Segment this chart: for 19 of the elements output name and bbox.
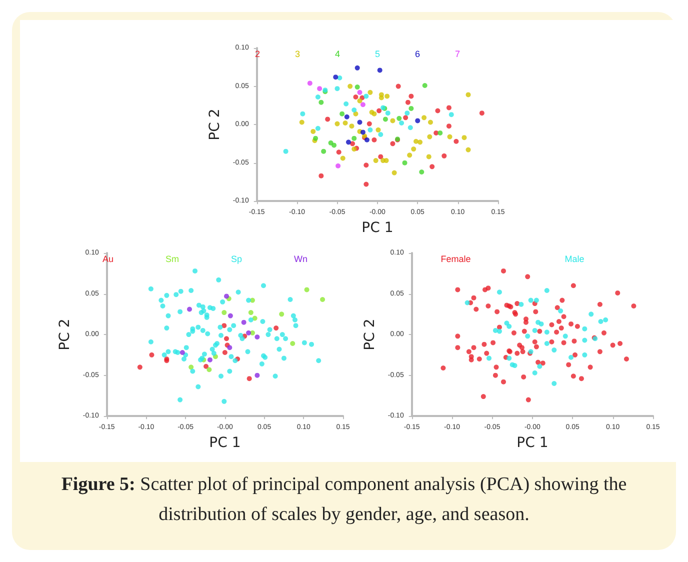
x-axis-title: PC 1 [362, 220, 394, 236]
text: 3 [294, 49, 300, 59]
text: 6 [415, 49, 420, 59]
x-axis-title: PC 1 [209, 435, 241, 451]
text: Female [440, 254, 471, 264]
text: 4 [334, 49, 340, 59]
x-axis-title: PC 1 [516, 435, 548, 451]
y-axis-title: PC 2 [362, 318, 378, 350]
text: 2 [254, 49, 260, 59]
text: Sm [166, 254, 179, 264]
text: 5 [375, 49, 380, 59]
y-axis-title: PC 2 [57, 318, 73, 350]
caption: Figure 5: Scatter plot of principal component analysis (PCA) showing the distribution of scales by gender, age, and season. [60, 473, 628, 527]
text: Au [102, 254, 114, 264]
text: Male [564, 254, 584, 264]
text: 7 [455, 49, 460, 59]
text: Wn [294, 254, 308, 264]
series-label: Sp [231, 254, 242, 264]
y-axis-title: PC 2 [207, 108, 223, 140]
